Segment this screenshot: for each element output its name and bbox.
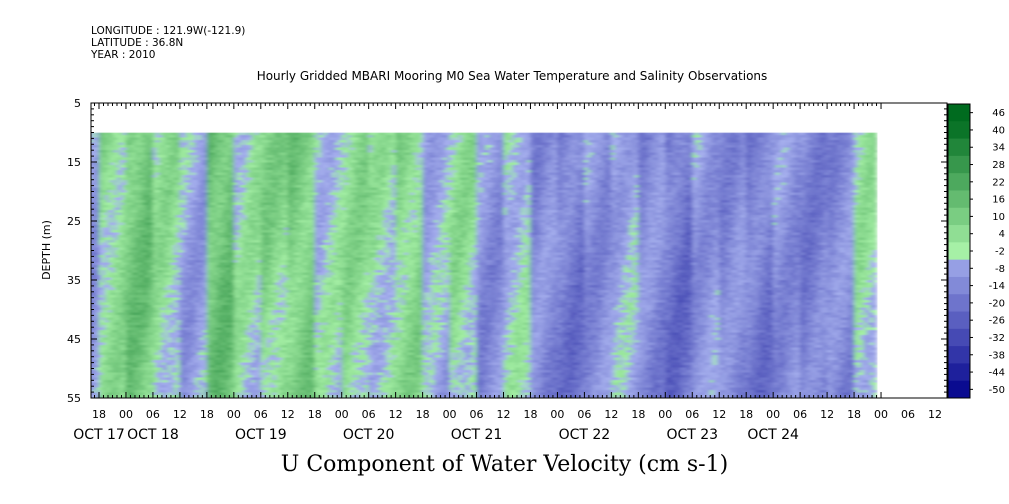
x-tick-label: 06 (901, 408, 915, 421)
colorbar-swatch (948, 276, 970, 295)
x-tick-label: 06 (793, 408, 807, 421)
colorbar-label: 4 (999, 229, 1005, 240)
colorbar-swatch (948, 121, 970, 139)
colorbar-label: -8 (995, 264, 1005, 275)
colorbar-swatch (948, 225, 970, 243)
y-tick-label: 45 (67, 333, 81, 346)
x-tick-label: 06 (470, 408, 484, 421)
colorbar: 46 40 34 28 22 16 10 4 -2 -8 -14 -20 -26 -32 -38 -44 -50 (947, 103, 1005, 399)
colorbar-swatch (948, 294, 970, 312)
x-tick-label: 00 (550, 408, 564, 421)
colorbar-label: 34 (992, 143, 1005, 154)
colorbar-swatch (948, 173, 970, 191)
colorbar-swatch (948, 328, 970, 347)
colorbar-label: -50 (989, 385, 1005, 396)
x-tick-label: 00 (119, 408, 133, 421)
x-tick-label: 12 (281, 408, 295, 421)
heatmap-field (91, 132, 878, 398)
x-tick-label: 12 (389, 408, 403, 421)
x-tick-label: 18 (416, 408, 430, 421)
x-tick-label: 12 (173, 408, 187, 421)
x-tick-label: 00 (874, 408, 888, 421)
x-day-label: OCT 18 (127, 427, 179, 443)
x-tick-label: 06 (146, 408, 160, 421)
colorbar-label: -26 (989, 316, 1005, 327)
x-tick-label: 18 (631, 408, 645, 421)
colorbar-swatch (948, 138, 970, 157)
y-axis: 5 15 25 35 45 55 (67, 97, 947, 405)
colorbar-label: 40 (992, 125, 1005, 136)
x-tick-label: 00 (443, 408, 457, 421)
colorbar-swatch (948, 311, 970, 330)
y-tick-label: 25 (67, 215, 81, 228)
colorbar-swatch (948, 380, 970, 399)
y-tick-label: 15 (67, 156, 81, 169)
x-axis-title: U Component of Water Velocity (cm s-1) (0, 452, 1009, 477)
colorbar-label: -32 (989, 333, 1005, 344)
x-tick-label: 18 (847, 408, 861, 421)
colorbar-swatch (948, 259, 970, 278)
x-tick-label: 12 (712, 408, 726, 421)
x-tick-label: 06 (577, 408, 591, 421)
colorbar-label: -14 (989, 281, 1005, 292)
x-tick-label: 18 (308, 408, 322, 421)
chart-title: Hourly Gridded MBARI Mooring M0 Sea Wate… (257, 69, 768, 83)
colorbar-label: 10 (992, 212, 1005, 223)
colorbar-swatch (948, 207, 970, 226)
colorbar-swatch (948, 242, 970, 261)
x-tick-label: 00 (227, 408, 241, 421)
colorbar-swatch (948, 346, 970, 364)
x-day-label: OCT 20 (343, 427, 395, 443)
x-tick-label: 00 (766, 408, 780, 421)
x-tick-label: 06 (685, 408, 699, 421)
longitude-label: LONGITUDE : 121.9W(-121.9) (91, 25, 245, 37)
y-tick-label: 55 (67, 392, 81, 405)
colorbar-swatch (948, 363, 970, 382)
colorbar-label: 46 (992, 108, 1005, 119)
x-day-label: OCT 24 (747, 427, 799, 443)
x-tick-label: 06 (254, 408, 268, 421)
x-day-label: OCT 23 (666, 427, 718, 443)
x-day-label: OCT 19 (235, 427, 287, 443)
colorbar-swatch (948, 104, 970, 122)
colorbar-label: -2 (995, 247, 1005, 258)
x-day-label: OCT 22 (559, 427, 611, 443)
year-label: YEAR : 2010 (91, 49, 155, 61)
colorbar-label: -44 (989, 368, 1005, 379)
x-tick-label: 00 (335, 408, 349, 421)
y-tick-label: 5 (74, 97, 81, 110)
colorbar-label: -20 (989, 298, 1005, 309)
colorbar-label: 28 (992, 160, 1005, 171)
colorbar-label: 22 (992, 177, 1005, 188)
x-tick-label: 12 (820, 408, 834, 421)
x-tick-label: 18 (92, 408, 106, 421)
x-tick-label: 18 (523, 408, 537, 421)
x-tick-label: 12 (928, 408, 942, 421)
x-tick-label: 18 (739, 408, 753, 421)
colorbar-label: -38 (989, 350, 1005, 361)
x-tick-label: 18 (200, 408, 214, 421)
colorbar-swatch (948, 190, 970, 209)
latitude-label: LATITUDE : 36.8N (91, 37, 183, 49)
x-tick-label: 06 (362, 408, 376, 421)
colorbar-label: 16 (992, 195, 1005, 206)
x-day-label: OCT 21 (451, 427, 503, 443)
x-tick-label: 12 (604, 408, 618, 421)
x-tick-label: 00 (658, 408, 672, 421)
colorbar-swatch (948, 155, 970, 174)
x-tick-label: 12 (497, 408, 511, 421)
y-tick-label: 35 (67, 274, 81, 287)
y-axis-label: DEPTH (m) (40, 220, 53, 280)
x-axis: 18 00 06 12 18 00 06 12 18 00 06 12 18 00 06 12 18 00 06 12… (73, 103, 942, 443)
x-day-label: OCT 17 (73, 427, 125, 443)
